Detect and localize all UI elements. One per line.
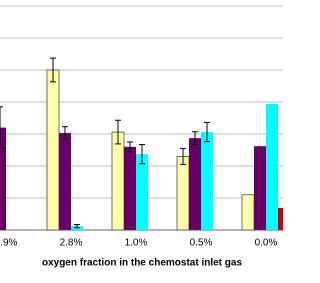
error-bar bbox=[180, 147, 186, 165]
x-tick-label: 1.0% bbox=[125, 238, 148, 249]
bar bbox=[136, 154, 148, 230]
error-bar bbox=[74, 224, 80, 229]
bar bbox=[111, 131, 125, 231]
error-bar bbox=[192, 131, 198, 146]
bar bbox=[241, 194, 255, 231]
bar bbox=[46, 69, 60, 231]
x-tick-label: 2.8% bbox=[60, 238, 83, 249]
error-bar bbox=[139, 144, 145, 165]
bar bbox=[0, 127, 6, 230]
error-bar bbox=[50, 57, 56, 83]
bar bbox=[201, 132, 213, 230]
x-axis-label: oxygen fraction in the chemostat inlet g… bbox=[42, 258, 242, 269]
bar bbox=[266, 103, 278, 230]
x-tick-label: 0.9% bbox=[0, 238, 18, 249]
x-tick-label: 0.5% bbox=[190, 238, 213, 249]
chart: oxygen fraction in the chemostat inlet g… bbox=[0, 5, 283, 269]
bar bbox=[278, 207, 283, 230]
bar bbox=[254, 146, 266, 230]
error-bar bbox=[62, 126, 68, 140]
error-bar bbox=[204, 121, 210, 143]
bar bbox=[189, 138, 201, 230]
error-bar bbox=[0, 106, 3, 149]
error-bar bbox=[127, 141, 133, 153]
bar bbox=[124, 146, 136, 230]
x-tick-label: 0.0% bbox=[255, 238, 278, 249]
bar bbox=[176, 156, 190, 231]
error-bar bbox=[115, 119, 121, 145]
bar bbox=[59, 133, 71, 230]
